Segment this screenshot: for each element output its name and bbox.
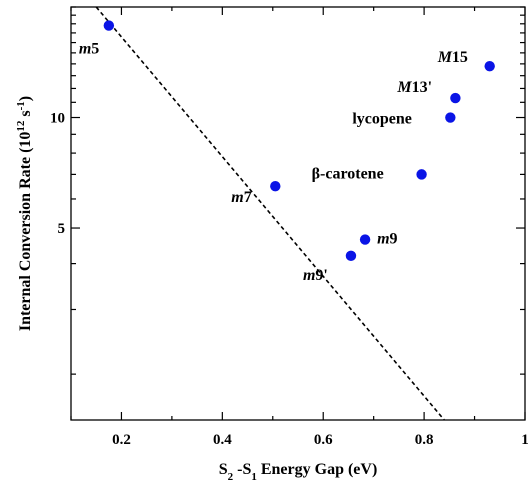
x-axis-label: S2 -S1 Energy Gap (eV) [219,461,378,483]
plot-border [70,6,526,421]
point-m9 [359,234,371,245]
point-label: M13' [396,79,432,96]
axis-ticks [70,6,526,420]
x-tick-label: 0.8 [415,432,434,448]
tick-labels: 0.2 0.4 0.6 0.8 1 5 10 [50,111,529,448]
point-M13 [450,92,461,104]
point-m9 [345,250,357,262]
point-label: m9 [377,231,397,248]
point-labels: m5 m7 m9' m9 β-carotene lycopene M13' M15 [79,41,468,284]
data-points [103,20,495,262]
x-tick-label: 1 [521,432,529,448]
y-tick-label: 10 [50,111,65,127]
x-tick-label: 0.2 [112,432,131,448]
fit-line [95,7,445,420]
point-carotene [416,169,427,180]
point-label: lycopene [352,111,412,128]
x-tick-label: 0.4 [213,432,232,448]
point-label: β-carotene [312,165,384,182]
fit-line-group [95,7,445,420]
y-tick-label: 5 [58,221,66,237]
point-m5 [103,20,115,31]
point-label: m5 [79,41,99,58]
point-label: M15 [437,49,468,66]
point-label: m7 [231,189,251,206]
plot-frame [70,6,526,421]
y-axis-label: Internal Conversion Rate (1012 s-1) [15,96,34,331]
x-tick-label: 0.6 [314,432,333,448]
point-label: m9' [303,267,328,284]
point-lycopene [445,112,456,123]
point-M15 [484,60,495,72]
point-m7 [270,181,281,192]
